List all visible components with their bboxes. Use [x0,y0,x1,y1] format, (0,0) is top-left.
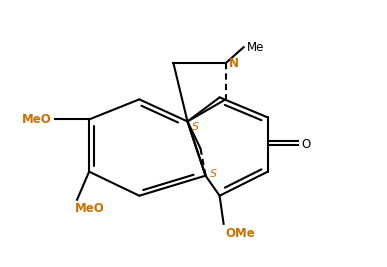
Text: N: N [229,57,239,70]
Text: Me: Me [247,41,264,54]
Text: MeO: MeO [75,202,105,215]
Text: S: S [192,123,199,132]
Text: OMe: OMe [226,227,255,240]
Text: MeO: MeO [22,113,52,126]
Text: S: S [211,169,217,179]
Text: O: O [301,138,310,151]
